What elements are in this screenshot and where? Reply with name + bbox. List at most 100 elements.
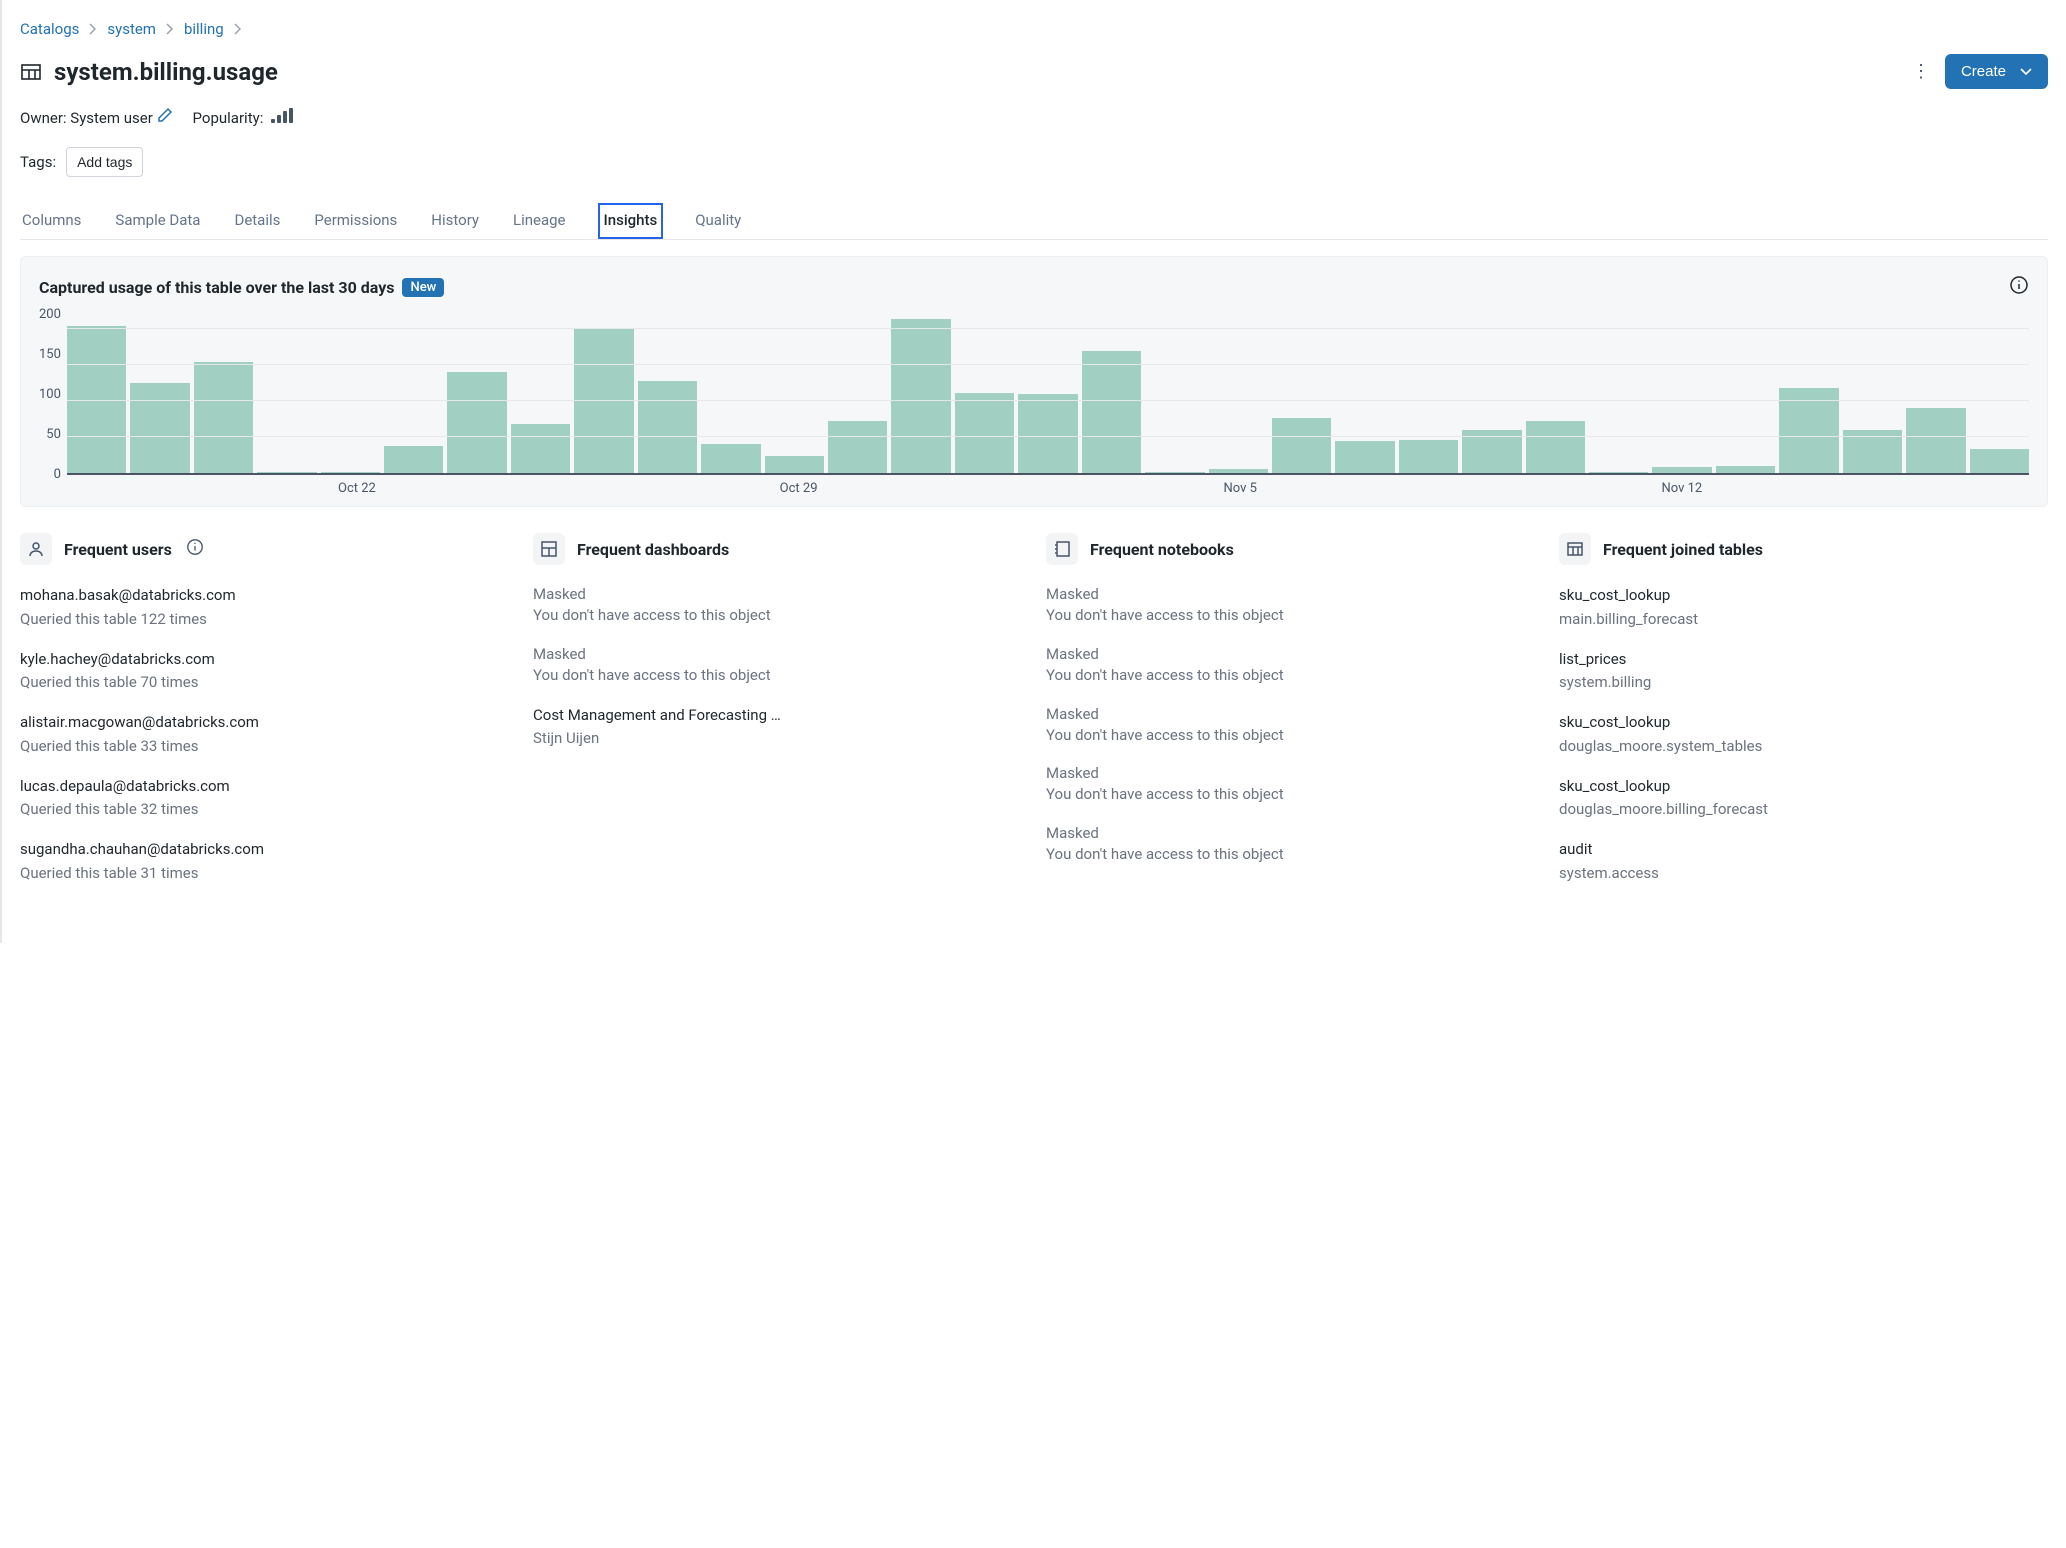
list-item[interactable]: lucas.depaula@databricks.comQueried this… xyxy=(20,776,509,822)
x-tick xyxy=(199,481,262,496)
list-item[interactable]: MaskedYou don't have access to this obje… xyxy=(533,645,1022,687)
x-tick xyxy=(1461,481,1524,496)
tab-lineage[interactable]: Lineage xyxy=(511,203,568,239)
tab-sample-data[interactable]: Sample Data xyxy=(113,203,202,239)
chart-bar xyxy=(1145,472,1204,473)
notebook-icon xyxy=(1046,533,1078,565)
breadcrumb-item[interactable]: Catalogs xyxy=(20,20,79,38)
table-icon xyxy=(1559,533,1591,565)
title-row: system.billing.usage ⋮ Create xyxy=(20,54,2048,89)
item-title: sku_cost_lookup xyxy=(1559,585,2048,607)
x-tick xyxy=(893,481,956,496)
tab-columns[interactable]: Columns xyxy=(20,203,83,239)
item-title: Cost Management and Forecasting … xyxy=(533,705,1022,727)
item-title: Masked xyxy=(1046,585,1535,603)
chart-bar xyxy=(1272,418,1331,473)
chart-bar xyxy=(765,456,824,473)
x-tick xyxy=(1019,481,1082,496)
chevron-right-icon xyxy=(89,23,97,35)
x-tick xyxy=(1398,481,1461,496)
list-item[interactable]: list_pricessystem.billing xyxy=(1559,649,2048,695)
chart-bar xyxy=(828,421,887,473)
list-item[interactable]: MaskedYou don't have access to this obje… xyxy=(533,585,1022,627)
item-title: Masked xyxy=(533,645,1022,663)
list-item[interactable]: sku_cost_lookupdouglas_moore.system_tabl… xyxy=(1559,712,2048,758)
list-item[interactable]: MaskedYou don't have access to this obje… xyxy=(1046,824,1535,866)
grid-line xyxy=(67,328,2029,329)
chart-bar xyxy=(1209,469,1268,473)
x-tick: Nov 5 xyxy=(1209,481,1272,496)
tab-history[interactable]: History xyxy=(429,203,481,239)
chart-bar xyxy=(1335,441,1394,473)
info-icon[interactable] xyxy=(2009,275,2029,299)
user-icon xyxy=(20,533,52,565)
create-button[interactable]: Create xyxy=(1945,54,2048,89)
kebab-menu-icon[interactable]: ⋮ xyxy=(1909,61,1933,82)
add-tags-button[interactable]: Add tags xyxy=(66,147,143,177)
item-subtitle: Queried this table 32 times xyxy=(20,799,509,821)
list-item[interactable]: mohana.basak@databricks.comQueried this … xyxy=(20,585,509,631)
tab-insights[interactable]: Insights xyxy=(598,203,664,239)
frequent-joined-col: Frequent joined tables sku_cost_lookupma… xyxy=(1559,533,2048,903)
item-title: Masked xyxy=(1046,764,1535,782)
item-title: Masked xyxy=(1046,645,1535,663)
chart-bar xyxy=(321,472,380,473)
table-icon xyxy=(20,61,42,83)
item-title: kyle.hachey@databricks.com xyxy=(20,649,509,671)
item-title: lucas.depaula@databricks.com xyxy=(20,776,509,798)
item-title: list_prices xyxy=(1559,649,2048,671)
popularity-icon xyxy=(271,108,293,123)
item-subtitle: Queried this table 70 times xyxy=(20,672,509,694)
owner-value: System user xyxy=(70,109,153,127)
chart-bar xyxy=(1970,449,2029,473)
x-tick xyxy=(956,481,1019,496)
item-subtitle: You don't have access to this object xyxy=(1046,784,1535,806)
item-title: alistair.macgowan@databricks.com xyxy=(20,712,509,734)
grid-line xyxy=(67,364,2029,365)
chart-bar xyxy=(955,393,1014,473)
tab-details[interactable]: Details xyxy=(232,203,282,239)
list-item[interactable]: MaskedYou don't have access to this obje… xyxy=(1046,585,1535,627)
item-title: Masked xyxy=(1046,824,1535,842)
list-item[interactable]: Cost Management and Forecasting …Stijn U… xyxy=(533,705,1022,751)
chart-bar xyxy=(701,444,760,473)
list-item[interactable]: sugandha.chauhan@databricks.comQueried t… xyxy=(20,839,509,885)
chart-bar xyxy=(194,362,253,473)
list-item[interactable]: alistair.macgowan@databricks.comQueried … xyxy=(20,712,509,758)
list-item[interactable]: MaskedYou don't have access to this obje… xyxy=(1046,645,1535,687)
create-button-label: Create xyxy=(1961,63,2006,80)
tags-row: Tags: Add tags xyxy=(20,147,2048,177)
x-tick xyxy=(1587,481,1650,496)
page-title: system.billing.usage xyxy=(54,58,278,86)
x-tick xyxy=(1903,481,1966,496)
chart-bar xyxy=(1399,440,1458,473)
breadcrumb-item[interactable]: system xyxy=(107,20,156,38)
item-subtitle: main.billing_forecast xyxy=(1559,609,2048,631)
item-subtitle: douglas_moore.billing_forecast xyxy=(1559,799,2048,821)
list-item[interactable]: auditsystem.access xyxy=(1559,839,2048,885)
list-item[interactable]: MaskedYou don't have access to this obje… xyxy=(1046,705,1535,747)
list-item[interactable]: kyle.hachey@databricks.comQueried this t… xyxy=(20,649,509,695)
chart-bar xyxy=(511,424,570,473)
tab-permissions[interactable]: Permissions xyxy=(312,203,399,239)
owner-label: Owner: xyxy=(20,109,67,127)
chart-bar xyxy=(130,383,189,473)
chart-bar xyxy=(891,319,950,473)
x-tick xyxy=(1335,481,1398,496)
tabs: Columns Sample Data Details Permissions Hist… xyxy=(20,203,2048,240)
info-icon[interactable] xyxy=(186,538,204,560)
breadcrumb-item[interactable]: billing xyxy=(184,20,224,38)
x-tick xyxy=(641,481,704,496)
list-item[interactable]: Masked You don't have access to this obje… xyxy=(1046,764,1535,806)
edit-owner-icon[interactable] xyxy=(157,109,173,127)
dashboard-icon xyxy=(533,533,565,565)
list-item[interactable]: sku_cost_lookupdouglas_moore.billing_for… xyxy=(1559,776,2048,822)
x-tick: Nov 12 xyxy=(1650,481,1713,496)
y-axis: 200150100500 xyxy=(39,315,67,475)
list-item[interactable]: sku_cost_lookupmain.billing_forecast xyxy=(1559,585,2048,631)
x-tick xyxy=(578,481,641,496)
usage-chart: 200150100500 xyxy=(39,315,2029,475)
tab-quality[interactable]: Quality xyxy=(693,203,743,239)
breadcrumb: Catalogs system billing xyxy=(20,0,2048,48)
item-title: sku_cost_lookup xyxy=(1559,776,2048,798)
